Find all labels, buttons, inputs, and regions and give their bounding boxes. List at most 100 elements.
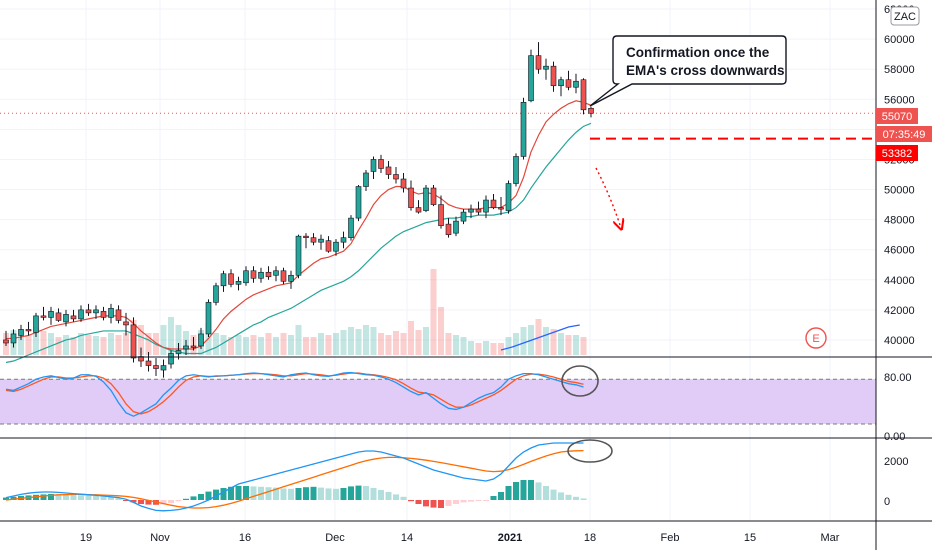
candle-body [55,312,62,321]
candle-body [325,240,332,252]
macd-hist-bar [213,489,219,500]
macd-hist-bar [280,488,287,500]
candle [378,154,384,173]
candle-body [460,211,467,222]
candle [205,299,212,337]
candle-body [385,166,392,175]
candle [325,236,332,253]
candle [18,324,24,340]
price-tick-label: 58000 [884,64,915,76]
earnings-event-marker[interactable]: E [805,327,827,349]
annotation-line1: Confirmation once the [626,45,770,60]
macd-hist-bar [160,500,167,505]
volume-bar [438,307,444,355]
candle [513,153,519,187]
volume-bar [318,333,324,355]
candle-body [445,223,452,235]
price-tick-label: 44000 [884,275,915,287]
macd-hist-bar [115,498,122,500]
annotation-callout[interactable]: Confirmation once the EMA's cross downwa… [589,35,787,107]
symbol-badge[interactable]: ZAC [890,6,920,26]
volume-bar [543,327,549,355]
time-tick-label: 18 [584,532,596,544]
candle-body [490,199,497,208]
volume-bar [48,333,54,355]
candle [423,185,429,213]
candle [33,312,39,337]
volume-bar [333,333,339,355]
candle-body [423,187,429,211]
macd-line [5,442,584,512]
candle-body [370,159,377,172]
candle-body [123,321,129,326]
candle-body [378,159,384,169]
candles[interactable] [3,42,594,378]
candle-body [183,345,189,350]
volume-bar [288,335,294,355]
macd-hist-bar [460,500,467,503]
volume-bar [453,335,459,355]
volume-bar [265,333,272,355]
macd-hist-bar [378,490,384,500]
volume-bar [55,337,62,355]
volume-bar [220,335,227,355]
candle [55,308,62,322]
time-tick-label: Dec [325,532,345,544]
volume-bar [535,319,542,355]
candle [580,78,587,115]
volume-bar [303,337,309,355]
candle-body [310,237,317,243]
candle-body [558,79,564,87]
volume-bar [505,337,512,355]
macd-hist-bar [235,486,242,500]
candle-body [108,308,114,318]
candle-body [175,350,182,354]
macd-tick-0-label: 0 [884,496,890,508]
macd-hist-bar [400,496,407,500]
macd-hist-bar [520,480,527,500]
macd-hist-bar [303,487,309,500]
candle [295,234,302,279]
macd-hist-bar [288,488,294,500]
candle [498,197,504,216]
ema-slow-line [5,122,592,364]
candle-body [318,238,324,243]
volume-bar [108,333,114,355]
macd-signal-line [5,449,584,509]
macd-hist-bar [325,488,332,500]
volume-bar [115,335,122,355]
volume-bar [40,331,47,355]
candle-body [198,333,204,347]
time-tick-label: 16 [239,532,251,544]
candle-body [3,339,9,344]
macd-hist-bar [543,486,549,500]
candle [505,180,512,214]
macd-hist-bar [130,500,137,503]
candle [190,336,197,351]
candle [3,330,9,346]
macd-hist-bar [393,494,399,500]
candle-body [513,156,519,184]
macd-hist-bar [198,494,204,500]
macd-hist-bar [138,500,144,504]
candle-body [213,285,219,303]
macd-hist-bar [183,498,189,500]
candle-body [40,315,47,318]
volume-bar [408,321,414,355]
macd-hist-bar [273,487,279,500]
grid [0,0,876,520]
candle-body [160,365,167,371]
candle [318,234,324,250]
candle-body [483,199,489,213]
macd-hist-bar [190,496,197,500]
candle [78,305,84,322]
candle [183,339,189,355]
candle-body [265,271,272,278]
candle-body [235,280,242,285]
candle [460,209,467,225]
time-tick-label: 14 [401,532,413,544]
volume-bar [258,337,264,355]
macd-hist-bar [40,494,47,500]
macd-tick-2000-label: 2000 [884,456,908,468]
